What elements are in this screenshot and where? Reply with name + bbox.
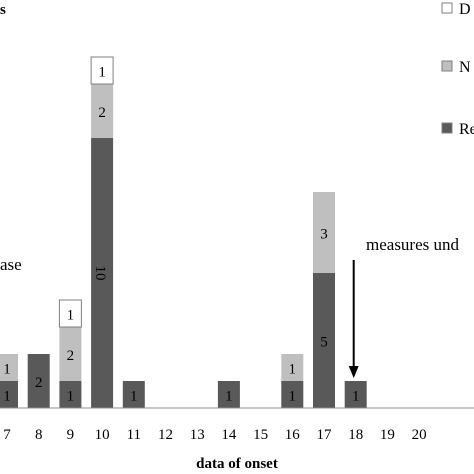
bar-segment-Re-18 [344,381,367,408]
data-label-Re-17: 5 [320,335,328,351]
legend: Re N D [441,1,474,138]
bars-layer: 1 1 2 1 2 1 10 2 1 1 1 1 1 5 3 1 [0,56,367,408]
x-tick-label-11: 11 [127,427,141,443]
bar-segment-N-9 [59,327,82,381]
legend-swatch-D [441,2,453,14]
x-tick-labels: 7 8 9 10 11 12 13 14 15 16 17 18 19 20 [3,427,426,443]
bar-segment-D-9 [58,299,82,328]
x-tick-label-15: 15 [253,427,268,443]
legend-swatch-N [441,60,453,72]
data-label-D-10: 1 [98,65,106,81]
x-tick-label-8: 8 [35,427,43,443]
x-tick-label-20: 20 [412,427,427,443]
x-tick-label-7: 7 [3,427,11,443]
annotation-measures-text: measures und [366,235,460,254]
annotations: ase measures und [0,235,460,378]
bar-segment-Re-9 [59,381,82,408]
data-label-Re-16: 1 [289,389,297,405]
x-tick-label-12: 12 [158,427,173,443]
y-axis-title-fragment: s [0,2,6,18]
bar-segment-Re-17 [313,273,335,408]
data-label-N-7: 1 [3,362,11,378]
bar-segment-Re-14 [217,381,240,408]
data-label-Re-9: 1 [67,389,75,405]
bar-segment-Re-16 [281,381,304,408]
data-label-N-10: 2 [98,105,106,121]
legend-label-Re: Re [459,121,474,138]
bar-segment-N-16 [281,354,304,381]
data-label-Re-11: 1 [130,389,138,405]
bar-segment-Re-11 [122,381,145,408]
data-label-D-9: 1 [67,308,75,324]
x-axis-title: data of onset [196,456,278,472]
x-tick-label-17: 17 [317,427,333,443]
data-label-Re-8: 2 [35,375,43,391]
annotation-cropped-text: ase [0,255,22,274]
legend-label-N: N [459,59,471,76]
legend-swatch-Re [441,122,453,134]
bar-segment-N-7 [0,354,18,381]
x-tick-label-14: 14 [221,427,237,443]
data-label-N-9: 2 [67,348,75,364]
x-tick-label-18: 18 [348,427,363,443]
data-label-N-17: 3 [320,227,328,243]
data-label-N-16: 1 [289,362,297,378]
annotation-arrow-head [348,366,359,378]
x-tick-label-9: 9 [67,427,75,443]
bar-segment-N-17 [313,192,335,273]
x-tick-label-19: 19 [380,427,395,443]
data-label-Re-18: 1 [352,389,360,405]
legend-label-D: D [459,1,471,18]
data-label-Re-7: 1 [3,389,11,405]
data-label-Re-10: 10 [92,266,108,281]
x-tick-label-16: 16 [285,427,301,443]
x-tick-label-13: 13 [190,427,205,443]
bar-segment-Re-8 [27,354,50,408]
bar-segment-Re-10 [91,138,114,408]
data-label-Re-14: 1 [225,389,233,405]
bar-segment-N-10 [91,84,114,138]
bar-segment-D-10 [90,56,114,85]
x-tick-label-10: 10 [95,427,110,443]
bar-segment-Re-7 [0,381,18,408]
